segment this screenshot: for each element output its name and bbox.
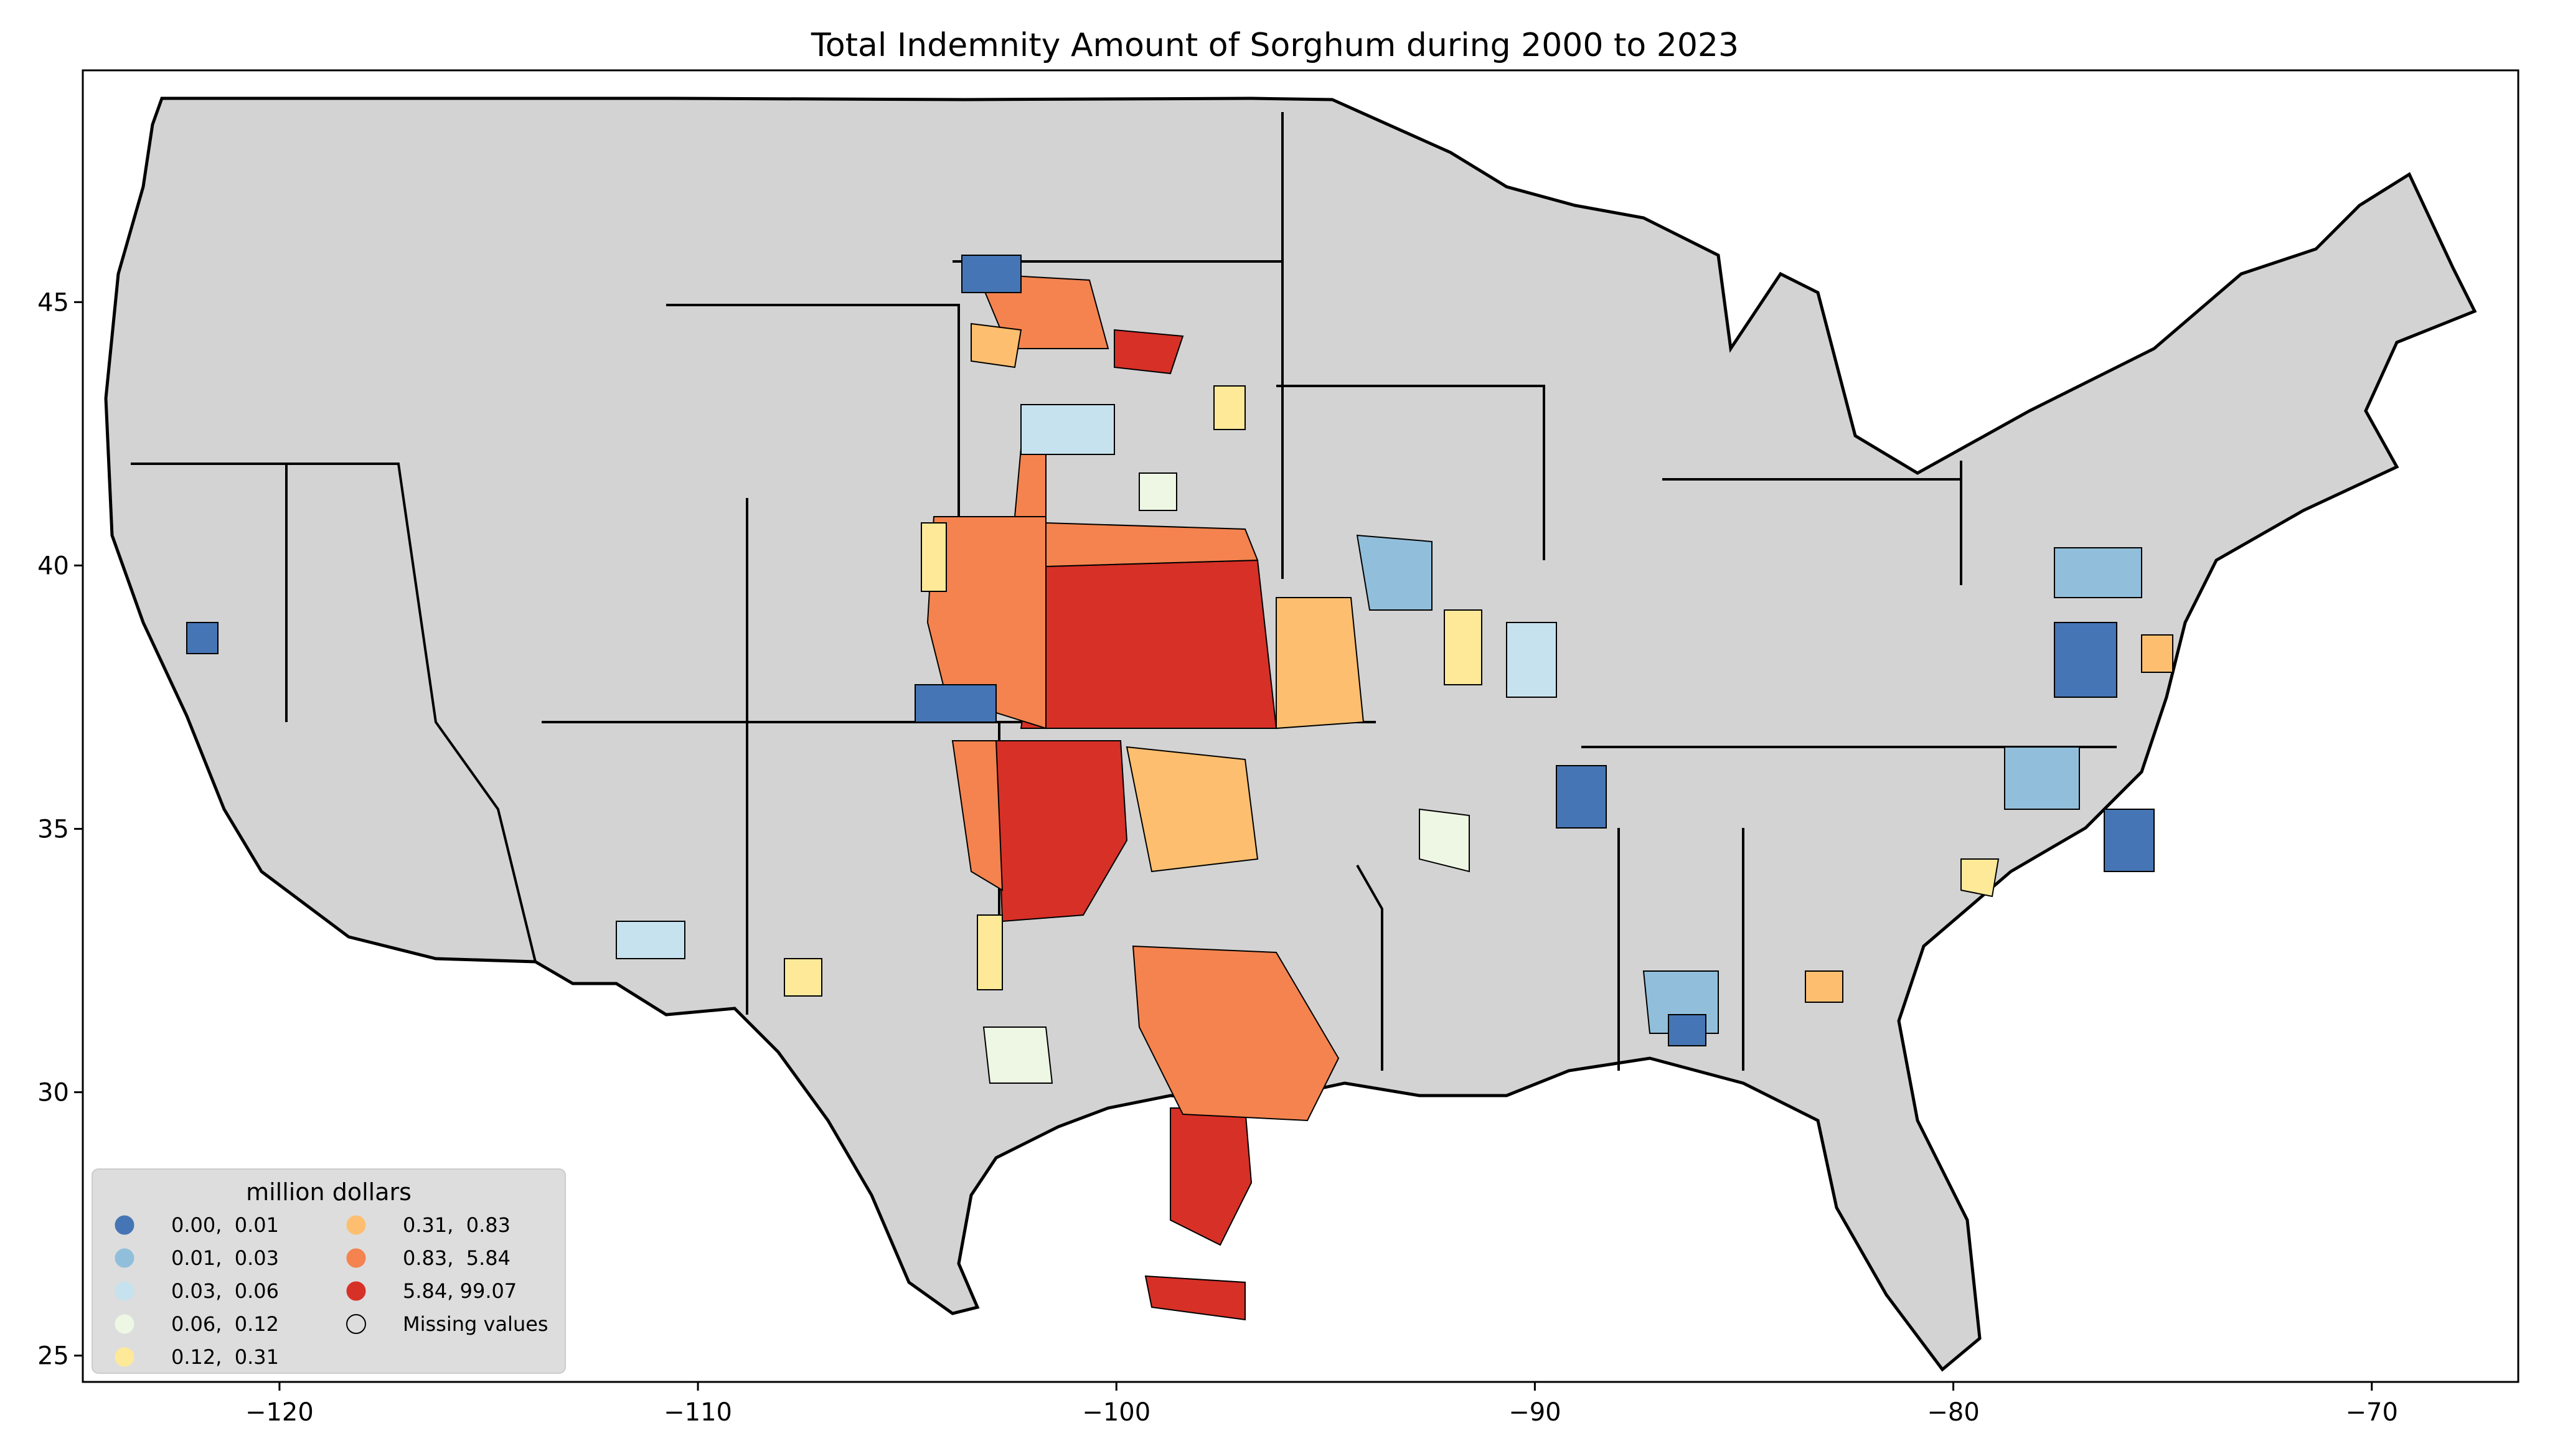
region-layer-class-5 (784, 385, 2000, 997)
y-axis: 25 30 35 40 45 (37, 288, 83, 1371)
legend-label: 0.12, 0.31 (171, 1345, 279, 1369)
legend-box (92, 1168, 566, 1374)
y-tick-label: 35 (37, 815, 69, 844)
legend-swatch (346, 1281, 366, 1301)
legend-label: 0.31, 0.83 (403, 1213, 510, 1237)
legend-label: 5.84, 99.07 (403, 1279, 517, 1303)
legend-swatch (115, 1281, 134, 1301)
us-outline (104, 96, 2477, 1372)
x-tick-label: −100 (1082, 1398, 1150, 1427)
x-tick-label: −80 (1927, 1398, 1979, 1427)
map-layer (104, 96, 2477, 1372)
y-tick-label: 25 (37, 1342, 69, 1371)
legend-swatch (346, 1215, 366, 1235)
region-layer-class-3 (616, 404, 1557, 959)
x-axis: −120 −110 −100 −90 −80 −70 (245, 1382, 2398, 1427)
legend-title: million dollars (246, 1178, 412, 1206)
x-tick-label: −120 (245, 1398, 314, 1427)
legend-label: 0.03, 0.06 (171, 1279, 279, 1303)
legend-label: Missing values (403, 1312, 548, 1336)
legend-label: 0.01, 0.03 (171, 1246, 279, 1270)
legend-label: 0.06, 0.12 (171, 1312, 279, 1336)
legend-swatch (115, 1248, 134, 1268)
y-tick-label: 40 (37, 552, 69, 580)
x-tick-label: −110 (664, 1398, 732, 1427)
legend: million dollars 0.00, 0.01 0.01, 0.03 0.03… (92, 1168, 566, 1374)
legend-swatch (115, 1215, 134, 1235)
legend-swatch (346, 1314, 366, 1334)
y-tick-label: 45 (37, 288, 69, 317)
legend-swatch (115, 1347, 134, 1367)
x-tick-label: −70 (2346, 1398, 2398, 1427)
y-tick-label: 30 (37, 1079, 69, 1107)
legend-items: 0.00, 0.01 0.01, 0.03 0.03, 0.06 0.06, 0.12… (115, 1213, 548, 1369)
region-layer-class-8 (995, 329, 1277, 1321)
legend-label: 0.83, 5.84 (403, 1246, 510, 1270)
region-layer-class-1 (186, 255, 2155, 1046)
region-layer-class-7 (926, 273, 1340, 1122)
region-layer-class-2 (1356, 534, 2142, 1034)
x-tick-label: −90 (1508, 1398, 1561, 1427)
region-layer-class-6 (971, 322, 2173, 1003)
map-title: Total Indemnity Amount of Sorghum during… (811, 27, 1739, 64)
legend-swatch (346, 1248, 366, 1268)
region-layer-class-4 (982, 472, 1470, 1084)
legend-label: 0.00, 0.01 (171, 1213, 279, 1237)
legend-swatch (115, 1314, 134, 1334)
